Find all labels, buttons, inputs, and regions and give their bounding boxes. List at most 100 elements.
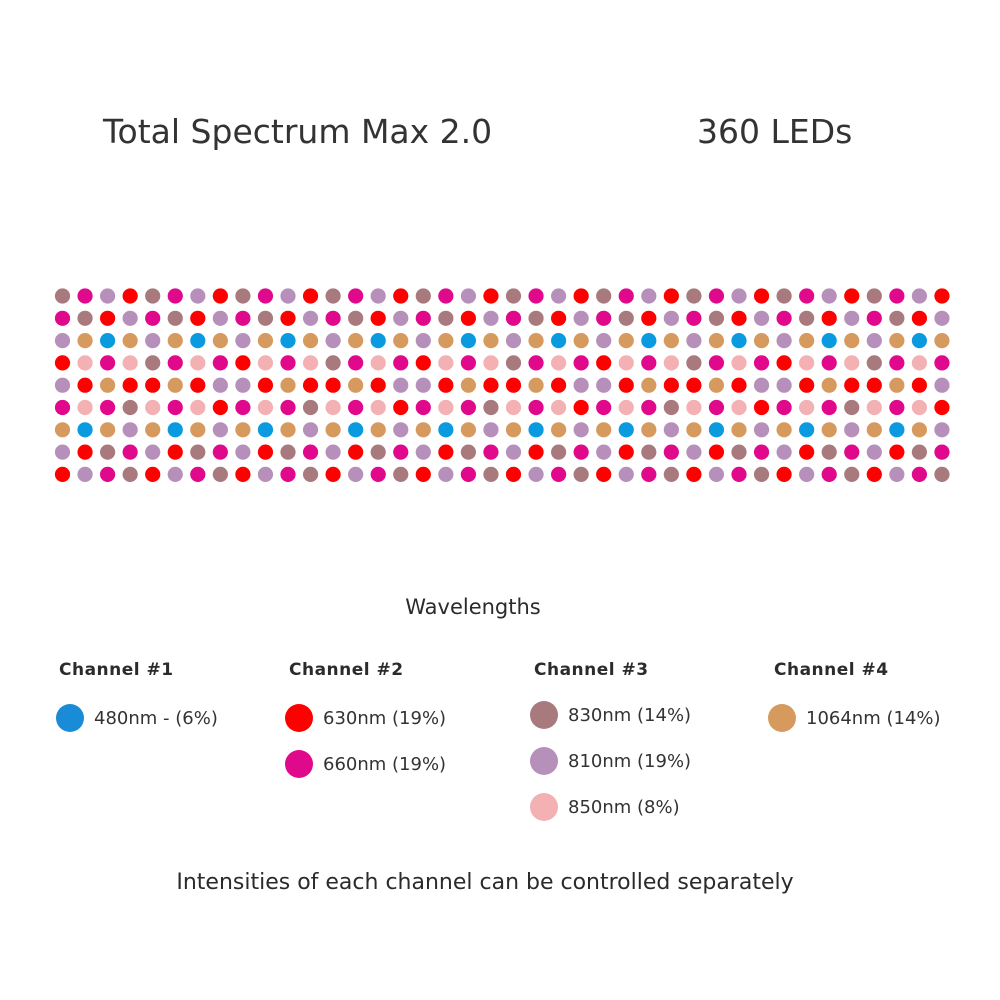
led-dot bbox=[348, 310, 364, 326]
led-dot bbox=[325, 444, 341, 460]
led-dot bbox=[573, 466, 589, 482]
led-dot bbox=[641, 288, 657, 304]
led-dot bbox=[122, 399, 138, 416]
led-dot bbox=[686, 422, 702, 438]
led-dot bbox=[618, 422, 634, 438]
led-dot bbox=[438, 444, 454, 460]
led-dot bbox=[573, 399, 589, 416]
led-dot bbox=[212, 355, 228, 371]
led-dot bbox=[821, 377, 837, 393]
led-dot bbox=[370, 422, 386, 438]
led-dot bbox=[190, 333, 206, 349]
led-dot bbox=[528, 444, 544, 460]
led-dot bbox=[911, 355, 928, 371]
led-dot-icon bbox=[530, 793, 558, 821]
led-dot bbox=[889, 444, 905, 460]
led-dot bbox=[505, 399, 522, 416]
led-dot bbox=[731, 333, 747, 349]
led-dot bbox=[280, 310, 296, 326]
led-dot bbox=[415, 422, 431, 438]
led-dot bbox=[686, 377, 702, 393]
led-dot bbox=[911, 399, 928, 416]
led-dot bbox=[821, 355, 837, 371]
led-dot bbox=[776, 333, 792, 349]
led-dot bbox=[821, 422, 837, 438]
legend-item-label: 660nm (19%) bbox=[323, 753, 447, 775]
led-dot bbox=[528, 310, 544, 326]
led-dot bbox=[686, 444, 702, 460]
led-dot bbox=[776, 466, 792, 482]
led-dot bbox=[77, 444, 93, 460]
legend-item-660nm: 660nm (19%) bbox=[285, 750, 446, 778]
led-dot bbox=[370, 466, 386, 482]
channel-3-label: Channel #3 bbox=[534, 660, 649, 680]
led-dot bbox=[708, 444, 725, 460]
led-dot bbox=[528, 399, 544, 416]
led-grid bbox=[54, 288, 950, 482]
led-dot bbox=[415, 310, 431, 326]
led-dot bbox=[54, 310, 71, 326]
led-dot bbox=[167, 399, 183, 416]
led-dot bbox=[844, 422, 860, 438]
led-dot bbox=[438, 377, 454, 393]
led-dot bbox=[866, 377, 882, 393]
led-dot bbox=[799, 288, 815, 304]
led-dot bbox=[551, 377, 567, 393]
led-dot bbox=[280, 399, 296, 416]
led-dot bbox=[393, 355, 409, 371]
led-dot bbox=[190, 466, 206, 482]
legend-item-label: 480nm - (6%) bbox=[94, 707, 218, 729]
led-dot bbox=[731, 399, 747, 416]
led-dot bbox=[235, 422, 251, 438]
led-dot bbox=[325, 377, 341, 393]
led-dot bbox=[348, 466, 364, 482]
led-dot bbox=[393, 399, 409, 416]
led-dot bbox=[415, 444, 431, 460]
led-dot bbox=[257, 333, 274, 349]
led-dot bbox=[596, 288, 612, 304]
led-dot bbox=[393, 377, 409, 393]
led-dot bbox=[776, 288, 792, 304]
led-dot bbox=[776, 377, 792, 393]
led-dot bbox=[528, 466, 544, 482]
led-dot bbox=[821, 444, 837, 460]
led-dot bbox=[257, 288, 274, 304]
led-dot bbox=[551, 310, 567, 326]
led-dot bbox=[77, 310, 93, 326]
led-dot bbox=[325, 355, 341, 371]
led-dot-icon bbox=[530, 701, 558, 729]
led-dot bbox=[438, 466, 454, 482]
led-dot bbox=[483, 444, 499, 460]
led-dot bbox=[753, 310, 770, 326]
led-dot bbox=[348, 422, 364, 438]
led-dot bbox=[708, 288, 725, 304]
led-dot bbox=[393, 310, 409, 326]
led-dot bbox=[911, 310, 928, 326]
led-dot bbox=[483, 288, 499, 304]
led-dot-icon bbox=[285, 704, 313, 732]
led-dot bbox=[190, 355, 206, 371]
led-dot bbox=[505, 466, 522, 482]
led-dot bbox=[753, 288, 770, 304]
led-dot bbox=[460, 466, 476, 482]
led-dot bbox=[799, 310, 815, 326]
led-dot bbox=[866, 466, 882, 482]
led-dot bbox=[235, 288, 251, 304]
led-dot bbox=[167, 355, 183, 371]
led-dot bbox=[663, 288, 679, 304]
led-dot bbox=[641, 310, 657, 326]
led-dot bbox=[573, 288, 589, 304]
led-dot bbox=[776, 355, 792, 371]
led-dot bbox=[596, 444, 612, 460]
led-dot bbox=[370, 310, 386, 326]
led-dot bbox=[212, 466, 228, 482]
led-dot bbox=[370, 288, 386, 304]
led-dot bbox=[77, 422, 93, 438]
led-dot bbox=[641, 444, 657, 460]
led-dot bbox=[596, 310, 612, 326]
legend-item-480nm: 480nm - (6%) bbox=[56, 704, 218, 732]
led-dot bbox=[325, 333, 341, 349]
led-dot bbox=[866, 288, 882, 304]
led-dot bbox=[776, 422, 792, 438]
led-dot bbox=[100, 422, 116, 438]
